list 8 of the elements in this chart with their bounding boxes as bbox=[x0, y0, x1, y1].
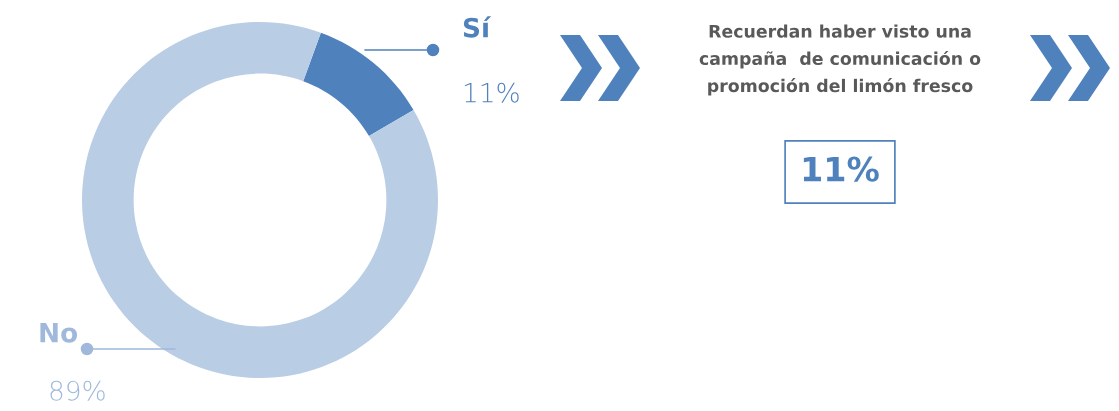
slice-label: Sí bbox=[463, 16, 492, 38]
donut-slice bbox=[82, 22, 438, 378]
slice-label: No bbox=[40, 323, 78, 343]
donut-slice bbox=[303, 32, 414, 137]
data-label: 11% bbox=[464, 82, 519, 103]
text: Recuerdan haber visto una campaña de comunicación o promoción del limón fresco bbox=[699, 24, 981, 96]
data-label: 89% bbox=[50, 380, 105, 401]
text: 11% bbox=[803, 156, 879, 182]
